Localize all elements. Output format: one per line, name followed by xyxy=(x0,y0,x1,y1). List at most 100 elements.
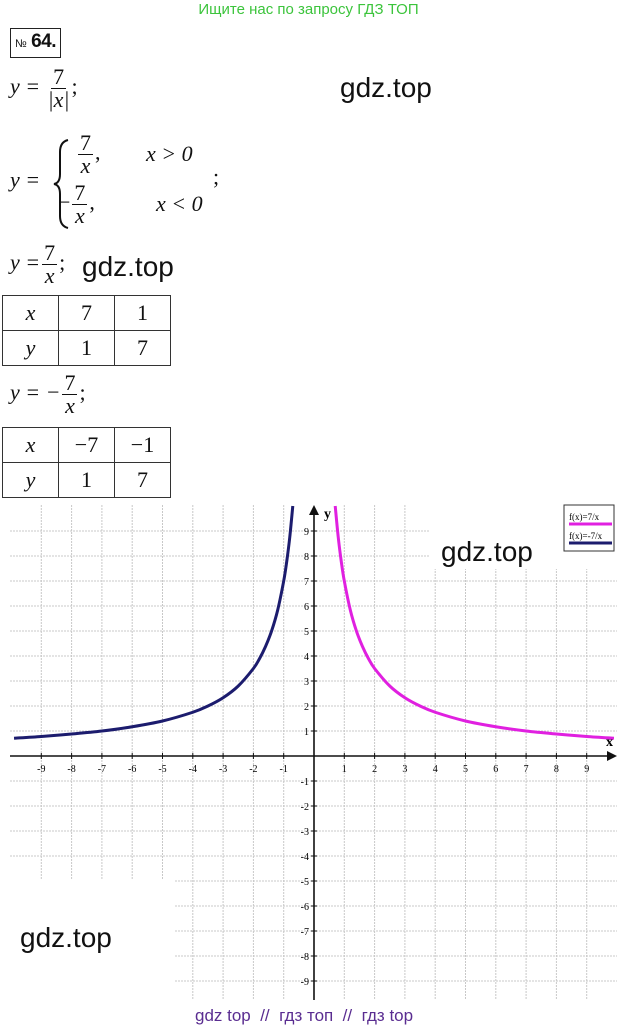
x-tick-label: -9 xyxy=(37,764,45,775)
curve-positive-branch xyxy=(333,505,615,740)
y-tick-label: 4 xyxy=(304,652,309,663)
y-tick-label: -4 xyxy=(301,852,309,863)
y-tick-label: -5 xyxy=(301,877,309,888)
watermark: gdz.top xyxy=(82,251,174,282)
legend: f(x)=7/x f(x)=-7/x xyxy=(563,504,615,552)
y-tick-label: 7 xyxy=(304,577,309,588)
legend-label-positive: f(x)=7/x xyxy=(569,512,600,522)
problem-number: № 64. xyxy=(10,28,62,58)
x-tick-label: -8 xyxy=(67,764,75,775)
formula-negative: y = −7 x; xyxy=(10,372,86,417)
comma: , xyxy=(89,189,95,215)
numerator: 7 xyxy=(62,370,78,395)
comma: , xyxy=(95,139,101,165)
x-tick-label: 3 xyxy=(402,764,407,775)
x-tick-label: -6 xyxy=(128,764,136,775)
table-cell: 1 xyxy=(58,330,115,366)
y-tick-label: -1 xyxy=(301,777,309,788)
table-cell: y xyxy=(2,330,59,366)
table-cell: y xyxy=(2,462,59,498)
y-tick-label: 2 xyxy=(304,702,309,713)
table-cell: −7 xyxy=(58,427,115,463)
piecewise-case-2: −7 x, xyxy=(58,182,95,227)
x-axis-arrow-icon xyxy=(607,751,617,761)
y-tick-label: 1 xyxy=(304,727,309,738)
x-tick-label: -3 xyxy=(219,764,227,775)
x-tick-label: -4 xyxy=(189,764,197,775)
numerator: 7 xyxy=(72,180,88,205)
watermark: gdz.top xyxy=(340,72,432,103)
axes xyxy=(10,505,617,1000)
y-tick-label: -7 xyxy=(301,927,309,938)
piecewise-lhs: y = xyxy=(10,167,41,192)
table-cell: x xyxy=(2,427,59,463)
x-tick-label: -1 xyxy=(280,764,288,775)
table-row: x −7 −1 xyxy=(2,427,171,463)
number-sign: № xyxy=(15,38,27,50)
footer-watermark: gdz top // гдз топ // гдз top xyxy=(195,1006,414,1025)
grid-gap xyxy=(0,880,175,1010)
case-2-condition: x < 0 xyxy=(156,191,203,216)
left-brace-icon xyxy=(53,139,69,229)
y-tick-label: 9 xyxy=(304,527,309,538)
y-tick-label: -6 xyxy=(301,902,309,913)
table-cell: 7 xyxy=(114,330,171,366)
numerator: 7 xyxy=(51,64,67,89)
formula-lhs: y = − xyxy=(10,379,61,405)
table-cell: x xyxy=(2,295,59,331)
x-tick-label: -2 xyxy=(249,764,257,775)
watermark: gdz.top xyxy=(20,922,112,953)
y-tick-label: -9 xyxy=(301,977,309,988)
numerator: 7 xyxy=(78,130,93,155)
x-tick-label: 5 xyxy=(463,764,468,775)
y-tick-label: -8 xyxy=(301,952,309,963)
curves xyxy=(13,505,615,740)
x-axis-label: x xyxy=(606,735,613,750)
x-tick-label: -7 xyxy=(98,764,106,775)
y-tick-label: 3 xyxy=(304,677,309,688)
watermark: gdz.top xyxy=(441,536,533,567)
y-tick-label: 8 xyxy=(304,552,309,563)
curve-negative-branch xyxy=(13,505,295,740)
y-tick-label: -3 xyxy=(301,827,309,838)
fraction: 7 |x| xyxy=(48,66,70,111)
x-tick-label: 2 xyxy=(372,764,377,775)
formula-lhs: y = xyxy=(10,249,41,275)
denominator: x xyxy=(44,263,55,288)
table-cell: 1 xyxy=(58,462,115,498)
denominator: x xyxy=(65,393,75,418)
denominator: |x| xyxy=(47,87,70,112)
y-tick-label: 5 xyxy=(304,627,309,638)
semicolon: ; xyxy=(79,379,86,405)
y-axis-arrow-icon xyxy=(309,505,319,515)
problem-number-value: 64. xyxy=(31,31,57,52)
denominator: x xyxy=(75,203,85,228)
formula-positive: y = 7 x; xyxy=(10,242,65,287)
x-tick-label: 7 xyxy=(524,764,529,775)
y-tick-label: -2 xyxy=(301,802,309,813)
y-tick-label: 6 xyxy=(304,602,309,613)
semicolon: ; xyxy=(71,73,78,99)
table-cell: −1 xyxy=(114,427,171,463)
x-tick-label: 8 xyxy=(554,764,559,775)
denominator: x xyxy=(80,153,91,178)
numerator: 7 xyxy=(42,240,58,265)
x-tick-label: 6 xyxy=(493,764,498,775)
tick-labels: -9 -8 -7 -6 -5 -4 -3 -2 -1 1 2 3 4 5 6 7 8 9 9 8 7 6 5 4 3 2 1 -1 -2… xyxy=(37,527,589,988)
semicolon: ; xyxy=(213,164,220,189)
x-tick-label: 4 xyxy=(433,764,438,775)
legend-label-negative: f(x)=-7/x xyxy=(569,531,603,541)
x-tick-label: -5 xyxy=(158,764,166,775)
minus-sign: − xyxy=(58,189,71,215)
semicolon: ; xyxy=(59,249,66,275)
